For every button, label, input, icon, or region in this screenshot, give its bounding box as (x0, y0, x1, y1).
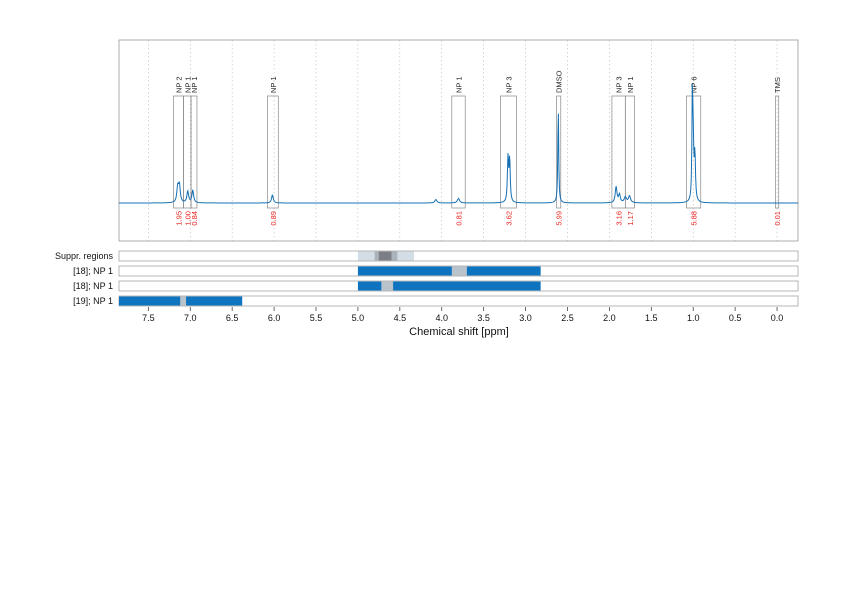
peak-label: NP 3 (504, 76, 513, 93)
x-tick-label: 5.5 (310, 313, 323, 323)
integral-value: 3.16 (615, 211, 624, 226)
peak-label: NP 1 (190, 76, 199, 93)
integral-value: 0.84 (190, 211, 199, 226)
track-label: [19]; NP 1 (73, 296, 113, 306)
integration-region-box (267, 95, 279, 209)
x-tick-label: 0.5 (729, 313, 742, 323)
peak-label: NP 1 (626, 76, 635, 93)
peak-label: NP 6 (690, 76, 699, 93)
x-tick-label: 4.0 (435, 313, 448, 323)
x-tick-label: 2.0 (603, 313, 616, 323)
integral-value: 5.99 (555, 211, 564, 226)
peak-label: TMS (773, 77, 782, 93)
x-tick-label: 1.5 (645, 313, 658, 323)
track-frame (118, 250, 799, 262)
x-tick-label: 3.5 (477, 313, 490, 323)
assignment-tracks: Suppr. regions [18]; NP 1 [18]; NP 1 [19]; … (55, 250, 799, 307)
x-tick-label: 3.0 (519, 313, 532, 323)
integration-region-box (451, 95, 466, 209)
peak-label: NP 1 (269, 76, 278, 93)
track-label: Suppr. regions (55, 251, 114, 261)
x-tick-label: 7.0 (184, 313, 197, 323)
peak-label: DMSO (555, 70, 564, 93)
x-tick-label: 2.5 (561, 313, 574, 323)
integral-value: 5.88 (690, 211, 699, 226)
spectrum-line (119, 83, 798, 204)
integral-value: 0.01 (773, 211, 782, 226)
track-segment (451, 266, 467, 276)
x-axis-label: Chemical shift [ppm] (409, 326, 509, 338)
integral-value: 0.81 (455, 211, 464, 226)
x-tick-label: 0.0 (771, 313, 784, 323)
peak-label: NP 2 (175, 76, 184, 93)
x-tick-label: 6.0 (268, 313, 281, 323)
track-segment (381, 281, 394, 291)
track-segment (357, 281, 541, 291)
x-tick-label: 5.0 (352, 313, 365, 323)
integral-value: 1.95 (175, 211, 184, 226)
x-tick-label: 6.5 (226, 313, 239, 323)
track-label: [18]; NP 1 (73, 266, 113, 276)
integration-region-box (686, 95, 702, 209)
x-axis: 7.5 7.0 6.5 6.0 5.5 5.0 4.5 4.0 3.5 3.0 2.5 2.0 1.5 1… (142, 307, 783, 323)
integral-value: 1.00 (183, 211, 192, 226)
spectrum-plot-frame (118, 39, 799, 242)
peak-label: NP 3 (615, 76, 624, 93)
integration-region-box (775, 95, 780, 209)
x-tick-label: 7.5 (142, 313, 155, 323)
grid-lines (148, 40, 778, 241)
integration-region-box (500, 95, 517, 209)
peak-annotations: NP 2 1.95 NP 1 1.00 NP 1 0.84 NP 1 0.89 NP 1 0.81… (173, 70, 782, 226)
integration-region-box (556, 95, 562, 209)
x-tick-label: 1.0 (687, 313, 700, 323)
peak-label: NP 1 (455, 76, 464, 93)
track-segment (180, 296, 187, 306)
integral-value: 1.17 (626, 211, 635, 226)
track-segment (378, 251, 392, 261)
integral-value: 3.62 (504, 211, 513, 226)
track-label: [18]; NP 1 (73, 281, 113, 291)
integration-region-box (624, 95, 635, 209)
track-segment (357, 266, 541, 276)
integration-region-box (190, 95, 198, 209)
x-tick-label: 4.5 (394, 313, 407, 323)
peak-label: NP 1 (183, 76, 192, 93)
integral-value: 0.89 (269, 211, 278, 226)
